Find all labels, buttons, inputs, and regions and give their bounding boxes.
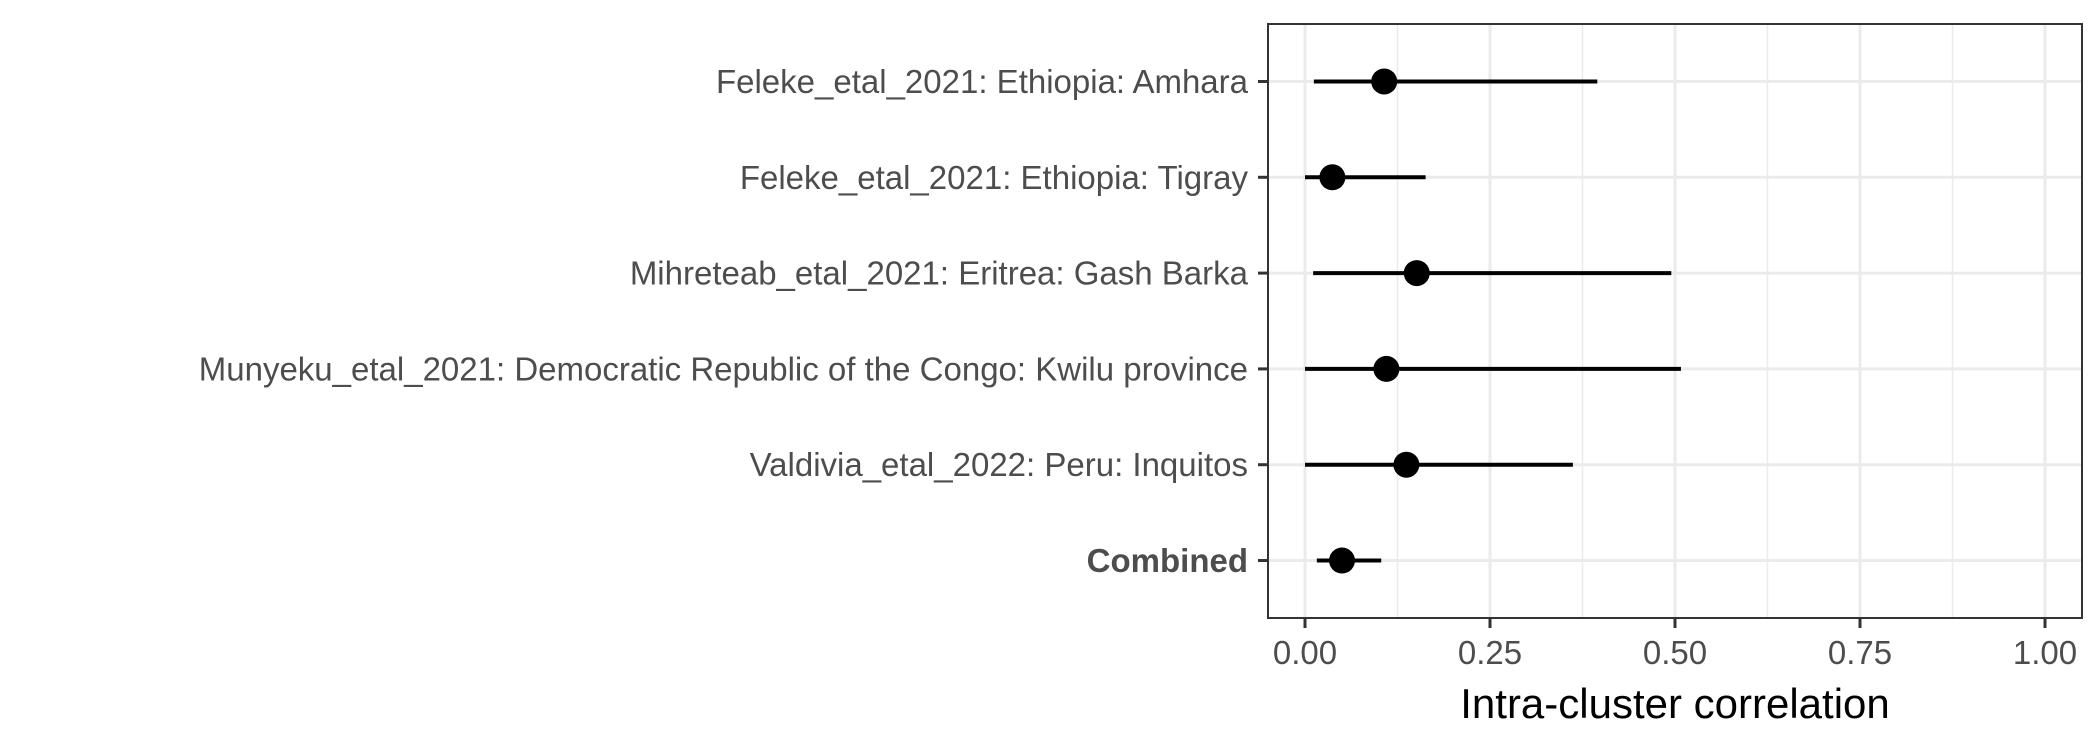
x-tick-label: 0.25 [1458,634,1522,671]
x-tick-label: 0.75 [1828,634,1892,671]
y-tick-label: Combined [1087,542,1248,579]
data-marks [1305,68,1681,574]
point-estimate [1371,68,1398,95]
y-tick-label: Feleke_etal_2021: Ethiopia: Amhara [716,63,1249,100]
point-estimate [1329,547,1355,574]
grid-lines [1268,24,2082,618]
x-axis: 0.00 0.25 0.50 0.75 1.00 [1273,618,2077,671]
y-axis: Feleke_etal_2021: Ethiopia: Amhara Feleke… [199,63,1268,579]
y-tick-label: Munyeku_etal_2021: Democratic Republic o… [199,350,1248,387]
y-tick-label: Mihreteab_etal_2021: Eritrea: Gash Barka [630,255,1249,292]
x-tick-label: 1.00 [2013,634,2077,671]
point-estimate [1403,260,1430,287]
point-estimate [1393,451,1420,478]
x-tick-label: 0.00 [1273,634,1337,671]
y-tick-label: Valdivia_etal_2022: Peru: Inquitos [750,446,1248,483]
x-axis-title: Intra-cluster correlation [1460,680,1890,727]
y-tick-label: Feleke_etal_2021: Ethiopia: Tigray [740,159,1249,196]
x-tick-label: 0.50 [1643,634,1707,671]
point-estimate [1319,164,1346,191]
point-estimate [1373,355,1400,382]
